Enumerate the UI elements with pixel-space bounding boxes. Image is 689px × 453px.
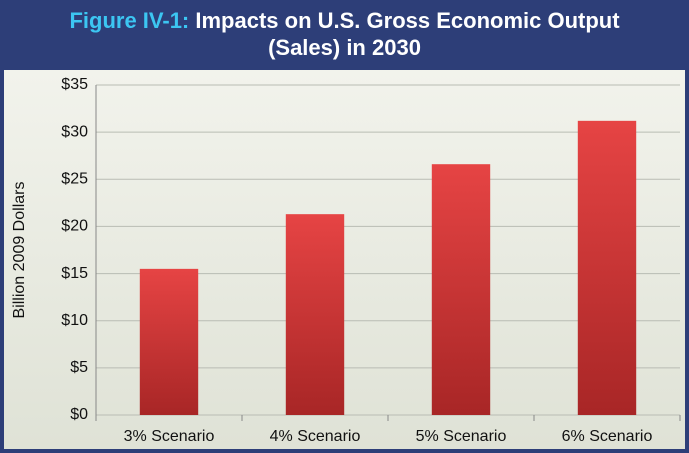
chart-title: Impacts on U.S. Gross Economic Output (S… <box>195 8 620 60</box>
bar <box>285 214 345 415</box>
bar <box>431 164 491 415</box>
title-label: Figure IV-1: <box>69 8 190 33</box>
y-tick-label: $20 <box>61 218 88 235</box>
x-tick-label: 3% Scenario <box>124 428 215 445</box>
y-tick-label: $25 <box>61 171 88 188</box>
x-tick-label: 4% Scenario <box>270 428 361 445</box>
y-axis-label: Billion 2009 Dollars <box>11 182 28 319</box>
x-tick-label: 5% Scenario <box>416 428 507 445</box>
y-tick-label: $0 <box>70 406 88 423</box>
chart: Billion 2009 Dollars $0 $5 $10 $15 $20 $25 $30… <box>4 70 685 449</box>
y-tick-label: $30 <box>61 123 88 140</box>
chart-header: Figure IV-1: Impacts on U.S. Gross Econo… <box>0 0 689 70</box>
y-tick-label: $35 <box>61 76 88 93</box>
x-tick-label: 6% Scenario <box>562 428 653 445</box>
y-tick-label: $10 <box>61 312 88 329</box>
y-tick-label: $15 <box>61 265 88 282</box>
bar <box>577 120 637 416</box>
bar <box>139 268 199 415</box>
plot-background <box>4 70 685 449</box>
y-tick-label: $5 <box>70 359 88 376</box>
